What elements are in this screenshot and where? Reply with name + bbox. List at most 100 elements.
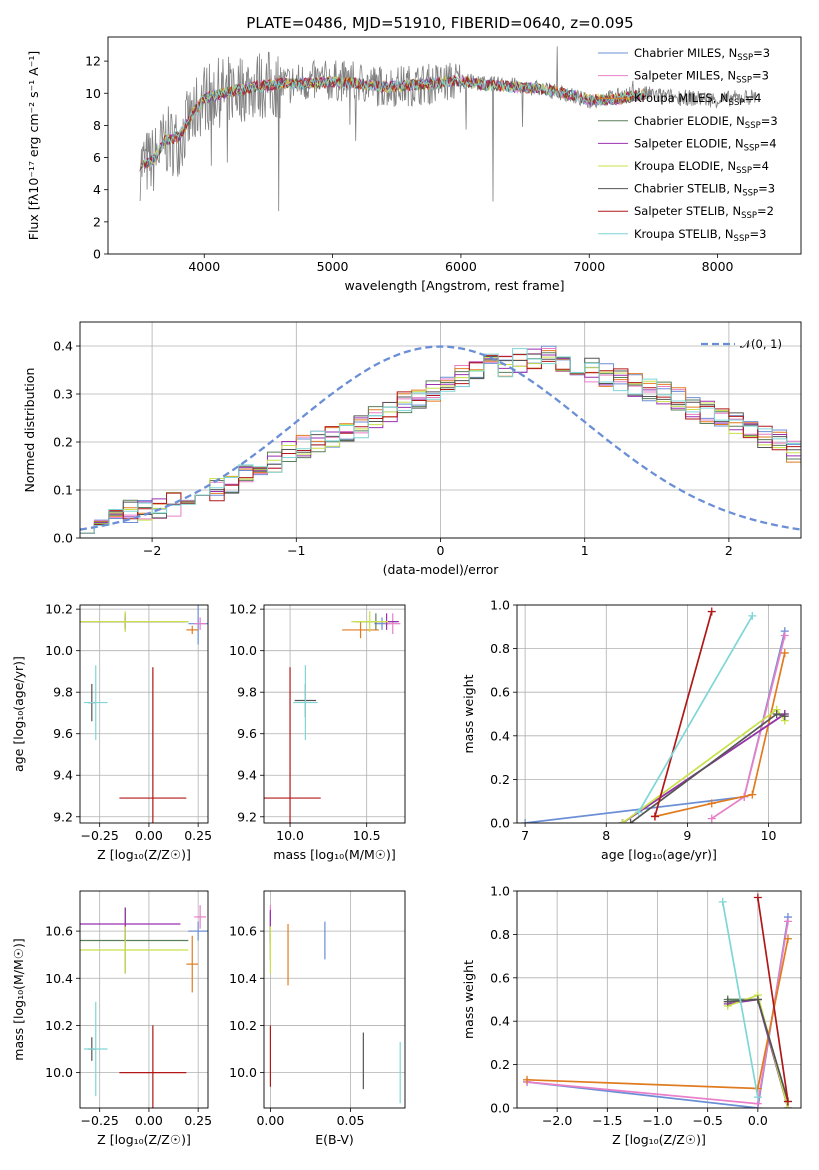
figure-title: PLATE=0486, MJD=51910, FIBERID=0640, z=0… <box>246 14 633 32</box>
y-axis-label: mass [log₁₀(M/M☉)] <box>11 938 26 1060</box>
y-tick-label: 10.6 <box>45 924 73 939</box>
weight-marker <box>783 917 792 926</box>
axes-frame <box>263 890 406 1109</box>
legend-value: =4 <box>752 159 769 173</box>
weight-marker <box>780 648 789 657</box>
x-axis-label: Z [log₁₀(Z/Z☉)] <box>612 1132 706 1147</box>
axes-frame <box>263 604 406 824</box>
x-axis-label: wavelength [Angstrom, rest frame] <box>344 278 564 293</box>
weight-line-kroupa-stelib <box>637 615 754 813</box>
model-line-kroupa-stelib <box>139 76 645 172</box>
legend-value: =3 <box>753 46 770 60</box>
legend-value: =3 <box>749 227 766 241</box>
axes-frame <box>516 890 802 1109</box>
legend-value: =2 <box>757 204 774 218</box>
y-tick-label: 0.8 <box>490 641 510 656</box>
legend-subscript: SSP <box>741 211 757 221</box>
axes-frame <box>107 36 802 255</box>
weight-marker <box>783 1097 792 1106</box>
y-tick-label: 10 <box>85 86 101 101</box>
weight-marker <box>723 997 732 1006</box>
weight-marker <box>707 814 716 823</box>
legend-value: =3 <box>761 114 778 128</box>
y-tick-label: 0.0 <box>53 531 73 546</box>
weight-line-kroupa-miles <box>654 652 786 818</box>
legend-label: Salpeter STELIB, NSSP=2 <box>634 204 774 221</box>
y-tick-label: 10.0 <box>45 1065 73 1080</box>
y-tick-label: 0.2 <box>53 435 73 450</box>
legend-subscript: SSP <box>734 234 750 244</box>
hist-step-salpeter-miles <box>80 347 801 534</box>
errorbar-area <box>269 905 401 1104</box>
y-tick-label: 9.6 <box>53 726 73 741</box>
x-tick-label: −1.0 <box>642 1113 672 1128</box>
weight-marker <box>634 808 643 817</box>
y-tick-label: 0.4 <box>53 339 73 354</box>
y-tick-label: 9.4 <box>53 768 73 783</box>
x-tick-label: 0.00 <box>135 1113 163 1128</box>
y-tick-label: 6 <box>93 150 101 165</box>
y-tick-label: 1.0 <box>490 598 510 613</box>
y-tick-label: 10.4 <box>45 971 73 986</box>
weight-line-salpeter-stelib <box>756 897 789 1102</box>
weight-marker <box>618 819 627 823</box>
x-tick-label: −0.25 <box>81 1113 119 1128</box>
hist-step-chabrier-miles <box>80 345 801 534</box>
weight-marker <box>753 995 762 1004</box>
y-tick-label: 0.6 <box>490 685 510 700</box>
hist-step-salpeter-stelib <box>80 354 801 534</box>
weight-marker <box>780 712 789 721</box>
weight-marker <box>783 934 792 943</box>
y-tick-label: 0.8 <box>490 927 510 942</box>
y-tick-label: 10.2 <box>229 602 257 617</box>
panel-4: 7 8 9 10 0.0 0.2 0.4 0.6 0.8 1.0 age [log₁₀(age/yr… <box>461 598 802 862</box>
weight-marker <box>650 812 659 821</box>
legend-label: Chabrier MILES, NSSP=3 <box>634 46 770 63</box>
legend-value: =4 <box>760 136 777 150</box>
legend-label: Kroupa MILES, NSSP=4 <box>634 91 761 108</box>
y-tick-label: 2 <box>93 214 101 229</box>
panel-1: −2 −1 0 1 2 0.0 0.1 0.2 0.3 0.4 (data-model)/error… <box>22 321 802 577</box>
hist-step-kroupa-elodie <box>80 356 801 534</box>
x-tick-label: −0.5 <box>692 1113 722 1128</box>
y-tick-label: 0.0 <box>490 816 510 831</box>
weight-marker <box>707 799 716 808</box>
errorbar-area <box>264 611 401 823</box>
x-tick-label: −0.25 <box>81 828 119 843</box>
x-tick-label: 10 <box>761 828 777 843</box>
x-tick-label: 0.25 <box>184 828 212 843</box>
weight-marker <box>753 893 762 902</box>
panel-2: −0.25 0.00 0.25 9.2 9.4 9.6 9.8 10.0 10.2 Z [log₁… <box>11 602 212 862</box>
weight-line-salpeter-miles <box>711 635 786 820</box>
legend-label: Salpeter MILES, NSSP=3 <box>634 69 769 86</box>
y-tick-label: 9.2 <box>237 809 257 824</box>
legend-value: =4 <box>744 91 761 105</box>
legend-label: Chabrier ELODIE, NSSP=3 <box>634 114 778 131</box>
errorbar-area <box>80 905 208 1108</box>
legend-label: Kroupa STELIB, NSSP=3 <box>634 227 766 244</box>
y-tick-label: 10.0 <box>45 643 73 658</box>
legend-label: Chabrier STELIB, NSSP=3 <box>634 182 775 199</box>
legend-label: 𝒩(0, 1) <box>740 337 782 351</box>
y-tick-label: 0.2 <box>490 1057 510 1072</box>
legend: Chabrier MILES, NSSP=3 Salpeter MILES, NS… <box>598 46 778 244</box>
y-axis-label: mass weight <box>461 960 476 1039</box>
spectrum-area <box>139 46 757 212</box>
weight-marker <box>626 819 635 823</box>
y-tick-label: 9.2 <box>53 809 73 824</box>
x-axis-label: Z [log₁₀(Z/Z☉)] <box>97 1132 191 1147</box>
y-tick-label: 8 <box>93 118 101 133</box>
weight-marker <box>523 1075 532 1084</box>
y-tick-label: 0.6 <box>490 970 510 985</box>
legend: 𝒩(0, 1) <box>701 337 782 351</box>
y-tick-label: 10.2 <box>45 1018 73 1033</box>
axes-frame <box>516 604 802 824</box>
weight-marker <box>772 710 781 718</box>
axes-frame <box>79 604 209 824</box>
legend-subscript: SSP <box>729 98 745 108</box>
y-axis-label: Normed distribution <box>22 368 37 493</box>
panel-7: −2.0 −1.5 −1.0 −0.5 0.0 0.0 0.2 0.4 0.6 0.8 1.0 Z [… <box>461 884 802 1147</box>
y-tick-label: 0.4 <box>490 1014 510 1029</box>
weight-marker <box>718 897 727 906</box>
y-tick-label: 9.6 <box>237 726 257 741</box>
